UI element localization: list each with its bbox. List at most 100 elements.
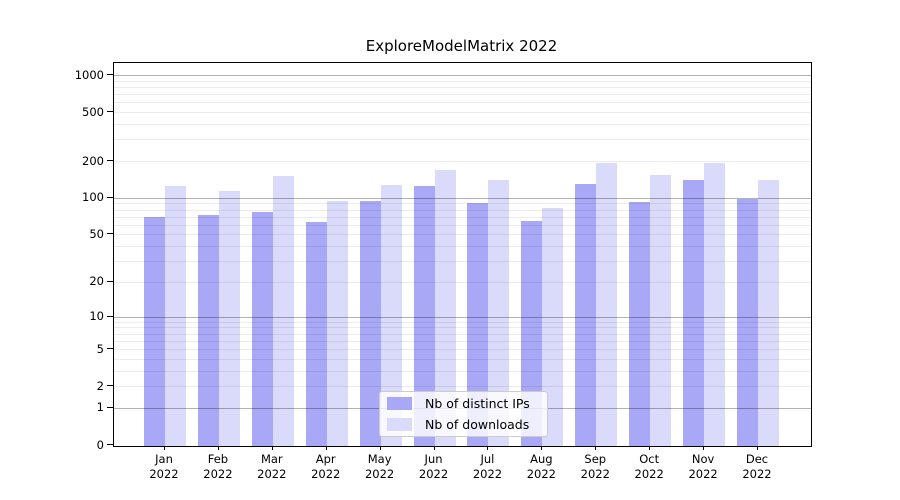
y-tick-label: 20	[89, 274, 104, 289]
y-tick-mark	[107, 315, 113, 317]
bar-distinct-ips-jun	[413, 186, 435, 446]
x-tick-mark	[164, 446, 165, 450]
y-tick-label: 1	[96, 400, 104, 415]
legend-label-distinct-ips: Nb of distinct IPs	[425, 396, 530, 411]
bar-distinct-ips-mar	[251, 212, 273, 446]
y-tick-mark	[107, 444, 113, 445]
bar-distinct-ips-aug	[521, 220, 543, 446]
minor-gridline	[114, 281, 811, 283]
minor-gridline	[114, 327, 811, 329]
x-tick-label-may: May 2022	[364, 452, 395, 481]
minor-gridline	[114, 261, 811, 263]
x-tick-mark	[541, 446, 543, 450]
y-tick-mark	[107, 160, 113, 162]
minor-gridline	[114, 246, 811, 248]
minor-gridline	[114, 94, 811, 96]
y-tick-label: 500	[82, 104, 104, 119]
bar-downloads-oct	[650, 175, 672, 446]
x-tick-mark	[379, 446, 381, 450]
minor-gridline	[114, 161, 811, 163]
bar-downloads-nov	[704, 162, 726, 446]
minor-gridline	[114, 370, 811, 372]
bar-distinct-ips-nov	[683, 180, 705, 446]
x-tick-mark	[649, 446, 651, 450]
y-tick-label: 100	[82, 190, 104, 205]
minor-gridline	[114, 209, 811, 211]
bar-downloads-apr	[326, 200, 348, 446]
minor-gridline	[114, 321, 811, 323]
x-tick-label-dec: Dec 2022	[742, 452, 772, 481]
legend-item-downloads: Nb of downloads	[387, 417, 547, 432]
minor-gridline	[114, 102, 811, 104]
bar-downloads-jun	[434, 170, 456, 446]
y-tick-mark	[107, 196, 113, 198]
minor-gridline	[114, 80, 811, 82]
bar-distinct-ips-apr	[305, 222, 327, 446]
minor-gridline	[114, 124, 811, 126]
minor-gridline	[114, 333, 811, 335]
y-tick-label: 50	[89, 226, 104, 241]
minor-gridline	[114, 112, 811, 114]
minor-gridline	[114, 358, 811, 360]
x-tick-label-feb: Feb 2022	[203, 452, 233, 481]
bar-distinct-ips-sep	[575, 183, 597, 446]
x-tick-label-jan: Jan 2022	[149, 452, 179, 481]
y-tick-mark	[107, 233, 113, 235]
minor-gridline	[114, 386, 811, 388]
y-tick-mark	[107, 385, 113, 387]
x-tick-mark	[487, 446, 489, 450]
x-tick-label-aug: Aug 2022	[526, 452, 556, 481]
x-tick-mark	[325, 446, 327, 450]
x-tick-label-nov: Nov 2022	[688, 452, 718, 481]
x-tick-label-jul: Jul 2022	[472, 452, 503, 481]
legend-item-distinct-ips: Nb of distinct IPs	[387, 396, 547, 411]
minor-gridline	[114, 86, 811, 88]
x-tick-mark	[271, 446, 273, 450]
x-tick-mark	[703, 446, 705, 450]
bar-distinct-ips-jan	[144, 216, 165, 446]
x-tick-label-oct: Oct 2022	[634, 452, 664, 481]
legend: Nb of distinct IPs Nb of downloads	[379, 391, 548, 437]
bar-downloads-jan	[165, 185, 186, 446]
minor-gridline	[114, 203, 811, 205]
legend-swatch-distinct-ips	[387, 397, 412, 410]
minor-gridline	[114, 340, 811, 342]
x-tick-mark	[756, 446, 758, 450]
legend-label-downloads: Nb of downloads	[425, 417, 530, 432]
minor-gridline	[114, 216, 811, 218]
x-tick-mark	[433, 446, 435, 450]
y-tick-mark	[107, 74, 113, 76]
y-tick-mark	[107, 348, 113, 350]
bar-distinct-ips-jul	[467, 203, 489, 446]
bar-downloads-aug	[542, 208, 564, 446]
bar-downloads-feb	[218, 190, 240, 446]
bar-distinct-ips-dec	[736, 198, 758, 446]
bar-downloads-mar	[272, 176, 294, 446]
x-tick-mark	[595, 446, 597, 450]
y-tick-label: 5	[96, 341, 104, 356]
legend-swatch-downloads	[387, 418, 412, 431]
y-tick-label: 200	[82, 153, 104, 168]
bar-downloads-dec	[757, 180, 779, 446]
bar-distinct-ips-oct	[629, 201, 651, 446]
y-tick-mark	[107, 406, 113, 408]
major-gridline	[114, 197, 811, 199]
bar-downloads-sep	[596, 163, 618, 446]
minor-gridline	[114, 234, 811, 236]
grid-layer	[114, 63, 811, 446]
x-tick-label-apr: Apr 2022	[311, 452, 341, 481]
y-tick-label: 1000	[74, 67, 104, 82]
plot-area	[113, 62, 812, 447]
bar-downloads-jul	[488, 180, 510, 446]
x-tick-mark	[217, 446, 219, 450]
bar-distinct-ips-may	[359, 200, 381, 446]
bar-distinct-ips-feb	[197, 215, 219, 446]
minor-gridline	[114, 349, 811, 351]
y-tick-mark	[107, 111, 113, 113]
major-gridline	[114, 75, 811, 77]
bars-layer	[114, 63, 811, 446]
y-tick-mark	[107, 280, 113, 282]
y-tick-label: 0	[96, 437, 104, 452]
x-tick-label-mar: Mar 2022	[257, 452, 287, 481]
